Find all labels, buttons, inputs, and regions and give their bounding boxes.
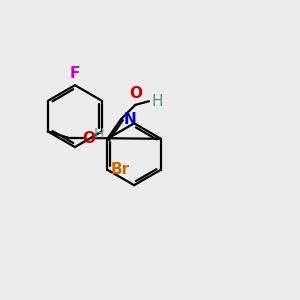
Text: Br: Br [111, 162, 130, 177]
Text: O: O [129, 86, 142, 101]
Text: H: H [94, 127, 104, 140]
Text: F: F [70, 66, 80, 81]
Text: N: N [124, 112, 136, 127]
Text: H: H [152, 94, 163, 109]
Text: O: O [82, 130, 95, 146]
